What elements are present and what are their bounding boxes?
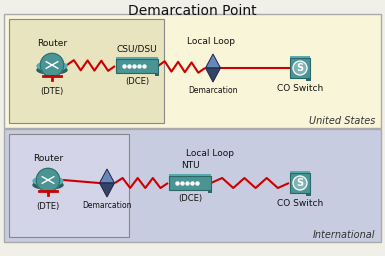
FancyBboxPatch shape (9, 19, 164, 123)
Ellipse shape (33, 181, 63, 189)
FancyBboxPatch shape (116, 57, 158, 62)
FancyBboxPatch shape (290, 173, 310, 193)
Text: S: S (296, 63, 303, 73)
Text: CO Switch: CO Switch (277, 199, 323, 208)
Polygon shape (206, 54, 221, 68)
Text: Router: Router (33, 154, 63, 163)
Text: Local Loop: Local Loop (187, 37, 235, 46)
FancyBboxPatch shape (290, 171, 310, 176)
Text: Local Loop: Local Loop (186, 149, 234, 158)
Text: Router: Router (37, 39, 67, 48)
FancyBboxPatch shape (208, 176, 212, 193)
FancyBboxPatch shape (306, 173, 311, 196)
Ellipse shape (37, 61, 67, 70)
FancyBboxPatch shape (290, 58, 310, 78)
Ellipse shape (33, 176, 63, 186)
Text: Demarcation Point: Demarcation Point (128, 4, 256, 18)
Text: (DCE): (DCE) (125, 77, 149, 86)
Polygon shape (206, 68, 221, 82)
FancyBboxPatch shape (290, 56, 310, 61)
Text: Demarcation: Demarcation (188, 86, 238, 95)
Circle shape (36, 168, 60, 192)
Circle shape (40, 53, 64, 77)
FancyBboxPatch shape (169, 174, 211, 179)
Circle shape (293, 176, 307, 190)
FancyBboxPatch shape (306, 58, 311, 81)
Text: (DCE): (DCE) (178, 194, 202, 203)
FancyBboxPatch shape (4, 14, 381, 128)
Polygon shape (99, 169, 114, 183)
FancyBboxPatch shape (116, 59, 158, 73)
Text: S: S (296, 178, 303, 188)
FancyBboxPatch shape (4, 129, 381, 242)
Text: NTU: NTU (181, 161, 199, 170)
Ellipse shape (37, 66, 67, 74)
Text: (DTE): (DTE) (40, 87, 64, 96)
FancyBboxPatch shape (9, 134, 129, 237)
Text: International: International (313, 230, 375, 240)
Text: (DTE): (DTE) (36, 202, 60, 211)
Text: CSU/DSU: CSU/DSU (117, 44, 157, 53)
Text: CO Switch: CO Switch (277, 84, 323, 93)
Circle shape (293, 61, 307, 75)
FancyBboxPatch shape (169, 176, 211, 190)
Text: Demarcation: Demarcation (82, 201, 132, 210)
FancyBboxPatch shape (155, 59, 159, 76)
Polygon shape (99, 183, 114, 197)
Text: United States: United States (309, 116, 375, 126)
